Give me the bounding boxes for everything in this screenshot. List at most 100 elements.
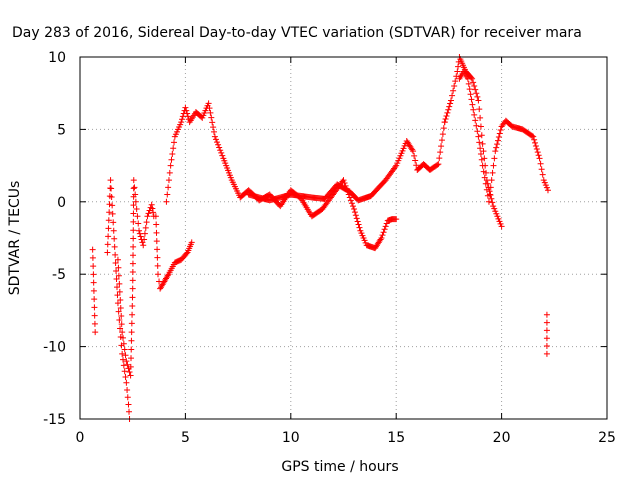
data-point [150,209,157,216]
data-point [166,169,173,176]
data-point [184,113,191,120]
data-point [118,313,125,320]
data-point [126,368,133,375]
data-point [123,358,130,365]
x-tick-label: 5 [181,430,190,446]
data-point [493,144,500,151]
x-tick-label: 10 [282,430,300,446]
data-point [122,374,129,381]
data-point [184,110,191,117]
x-axis-label: GPS time / hours [281,459,398,475]
data-point [121,368,128,375]
data-point [129,260,136,267]
data-point [114,300,121,307]
data-point [114,256,121,263]
data-point [410,148,417,155]
data-point [130,235,137,242]
data-point [444,109,451,116]
data-point [437,149,444,156]
data-point [127,372,134,379]
data-point [212,136,219,143]
data-point [211,133,218,140]
data-point [378,235,385,241]
data-point [130,243,137,250]
data-point [124,394,131,401]
data-point [114,292,121,299]
data-point [145,210,152,217]
data-point [536,155,543,162]
data-point [215,141,222,148]
data-point [438,143,445,150]
data-point [109,202,116,209]
data-point [532,139,539,146]
data-point [133,206,140,213]
data-point [490,203,497,210]
data-point [531,136,538,143]
data-point [452,78,459,85]
data-point [130,185,137,192]
data-point [392,164,399,171]
data-point [409,146,416,153]
data-point [439,131,446,138]
data-point [448,97,455,104]
data-point [128,329,135,336]
data-point [120,356,127,363]
data-point [216,144,223,151]
data-point [115,264,122,271]
data-point [153,238,160,245]
data-point [141,230,148,237]
data-point [91,312,98,319]
data-point [469,101,476,108]
data-point [438,137,445,144]
data-point [472,86,479,93]
data-point [451,82,458,89]
data-point [132,198,139,205]
data-point [120,362,127,369]
data-point [498,223,505,230]
data-point [210,124,217,131]
data-point [119,350,126,357]
data-point [169,151,176,158]
data-point [136,230,143,237]
x-tick-label: 15 [387,430,405,446]
data-point [482,180,489,187]
data-point [443,112,450,119]
data-point [129,277,136,284]
data-point [104,241,111,248]
data-point [497,220,504,227]
data-point [91,320,98,327]
data-point [492,148,499,155]
data-point [455,63,462,70]
data-point [154,246,161,253]
data-point [170,145,177,152]
data-point [105,217,112,224]
data-point [144,213,151,220]
y-tick-label: -5 [52,267,66,283]
data-point [496,130,503,137]
data-point [485,198,492,205]
data-point [474,93,481,100]
data-point [434,161,441,168]
data-point [468,96,475,103]
data-point [355,221,362,228]
data-point [354,218,361,225]
data-point [219,152,226,159]
data-point [128,346,135,353]
data-point [356,224,363,231]
data-point [472,117,479,124]
axis-ticks: 0 5 10 15 20 25 -15 -10 -5 0 5 10 [43,50,616,446]
data-point [435,161,442,168]
data-point [165,184,172,191]
data-point [136,227,143,234]
data-point [163,198,170,205]
data-point [412,157,419,164]
data-point [479,162,486,169]
data-point [529,132,536,139]
data-point [205,100,212,107]
data-point [497,127,504,134]
data-point [183,107,190,114]
data-point [380,229,387,236]
series-arc4 [152,213,195,292]
data-point [129,294,136,301]
data-point [153,229,160,236]
